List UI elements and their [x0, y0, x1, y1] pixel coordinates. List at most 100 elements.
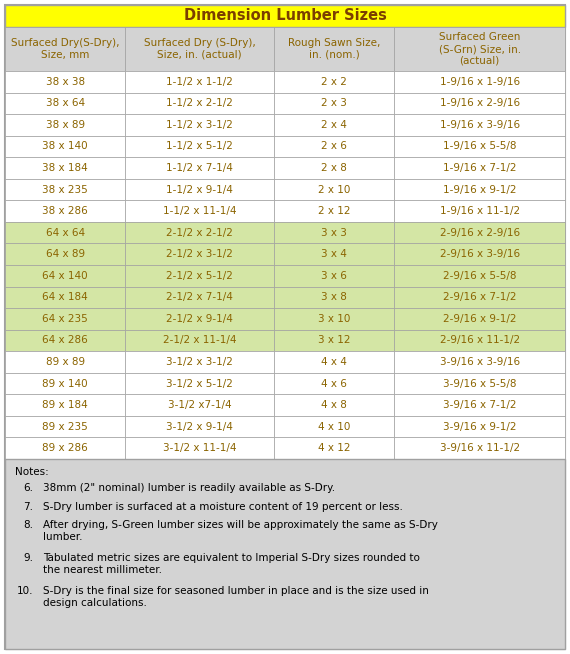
Text: 64 x 89: 64 x 89 [46, 249, 85, 259]
Bar [125, 330, 274, 351]
Bar [394, 394, 565, 416]
Text: 3-1/2 x 3-1/2: 3-1/2 x 3-1/2 [166, 357, 233, 367]
Bar [394, 243, 565, 265]
Text: 2-1/2 x 11-1/4: 2-1/2 x 11-1/4 [163, 336, 237, 345]
Text: 38 x 38: 38 x 38 [46, 77, 85, 87]
Bar [125, 157, 274, 179]
Bar [274, 243, 394, 265]
Bar [274, 114, 394, 135]
Bar [394, 27, 565, 71]
Bar [125, 351, 274, 373]
Bar [5, 438, 125, 459]
Text: Surfaced Dry (S-Dry),
Size, in. (actual): Surfaced Dry (S-Dry), Size, in. (actual) [144, 38, 255, 60]
Bar [274, 157, 394, 179]
Bar [125, 179, 274, 200]
Text: 2 x 10: 2 x 10 [318, 184, 350, 194]
Text: 2 x 12: 2 x 12 [317, 206, 350, 216]
Text: 3 x 8: 3 x 8 [321, 292, 347, 302]
Bar [5, 373, 125, 394]
Text: 3-9/16 x 7-1/2: 3-9/16 x 7-1/2 [443, 400, 516, 410]
Text: 3 x 6: 3 x 6 [321, 271, 347, 281]
Bar [274, 416, 394, 438]
Bar [125, 71, 274, 93]
Bar [5, 394, 125, 416]
Bar [5, 265, 125, 286]
Bar [274, 308, 394, 330]
Bar [125, 27, 274, 71]
Text: 1-1/2 x 1-1/2: 1-1/2 x 1-1/2 [166, 77, 233, 87]
Text: 38mm (2" nominal) lumber is readily available as S-Dry.: 38mm (2" nominal) lumber is readily avai… [43, 483, 335, 494]
Text: Surfaced Green
(S-Grn) Size, in.
(actual): Surfaced Green (S-Grn) Size, in. (actual… [438, 33, 520, 65]
Text: 89 x 140: 89 x 140 [42, 379, 88, 388]
Text: 1-1/2 x 2-1/2: 1-1/2 x 2-1/2 [166, 98, 233, 109]
Bar [394, 200, 565, 222]
Text: 3 x 10: 3 x 10 [318, 314, 350, 324]
Text: 89 x 235: 89 x 235 [42, 422, 88, 432]
Bar [274, 286, 394, 308]
Text: 64 x 64: 64 x 64 [46, 228, 85, 237]
Bar [5, 71, 125, 93]
Text: 3-9/16 x 9-1/2: 3-9/16 x 9-1/2 [443, 422, 516, 432]
Bar [125, 200, 274, 222]
Text: 1-1/2 x 5-1/2: 1-1/2 x 5-1/2 [166, 141, 233, 152]
Text: 38 x 184: 38 x 184 [42, 163, 88, 173]
Text: After drying, S-Green lumber sizes will be approximately the same as S-Dry
lumbe: After drying, S-Green lumber sizes will … [43, 521, 438, 542]
Text: 38 x 235: 38 x 235 [42, 184, 88, 194]
Bar [274, 135, 394, 157]
Text: 3-1/2 x 5-1/2: 3-1/2 x 5-1/2 [166, 379, 233, 388]
Bar [5, 27, 125, 71]
Text: 64 x 140: 64 x 140 [42, 271, 88, 281]
Text: Dimension Lumber Sizes: Dimension Lumber Sizes [184, 9, 386, 24]
Text: Rough Sawn Size,
in. (nom.): Rough Sawn Size, in. (nom.) [288, 38, 380, 60]
Text: 2-1/2 x 7-1/4: 2-1/2 x 7-1/4 [166, 292, 233, 302]
Bar [5, 222, 125, 243]
Text: S-Dry is the final size for seasoned lumber in place and is the size used in
des: S-Dry is the final size for seasoned lum… [43, 587, 429, 608]
Bar [125, 114, 274, 135]
Bar [394, 114, 565, 135]
Bar [274, 438, 394, 459]
Text: 2-1/2 x 2-1/2: 2-1/2 x 2-1/2 [166, 228, 233, 237]
Text: 1-9/16 x 3-9/16: 1-9/16 x 3-9/16 [439, 120, 520, 130]
Text: 2-9/16 x 3-9/16: 2-9/16 x 3-9/16 [439, 249, 520, 259]
Bar [394, 308, 565, 330]
Text: 2-9/16 x 7-1/2: 2-9/16 x 7-1/2 [443, 292, 516, 302]
Text: 2-9/16 x 11-1/2: 2-9/16 x 11-1/2 [439, 336, 520, 345]
Bar [5, 330, 125, 351]
Bar [5, 179, 125, 200]
Text: 3-9/16 x 11-1/2: 3-9/16 x 11-1/2 [439, 443, 520, 453]
Bar [5, 93, 125, 114]
Bar [394, 330, 565, 351]
Bar [394, 222, 565, 243]
Text: 6.: 6. [23, 483, 33, 494]
Bar [274, 222, 394, 243]
Text: 1-9/16 x 2-9/16: 1-9/16 x 2-9/16 [439, 98, 520, 109]
Bar [5, 351, 125, 373]
Bar [274, 93, 394, 114]
Bar [125, 135, 274, 157]
Bar [394, 438, 565, 459]
Text: 89 x 89: 89 x 89 [46, 357, 85, 367]
Text: 4 x 10: 4 x 10 [318, 422, 350, 432]
Text: 4 x 8: 4 x 8 [321, 400, 347, 410]
Text: 2-1/2 x 9-1/4: 2-1/2 x 9-1/4 [166, 314, 233, 324]
Bar [125, 93, 274, 114]
Text: Notes:: Notes: [15, 467, 49, 477]
Text: 64 x 235: 64 x 235 [42, 314, 88, 324]
Bar [394, 93, 565, 114]
Text: 2-1/2 x 3-1/2: 2-1/2 x 3-1/2 [166, 249, 233, 259]
Text: S-Dry lumber is surfaced at a moisture content of 19 percent or less.: S-Dry lumber is surfaced at a moisture c… [43, 502, 403, 512]
Text: 3-1/2 x7-1/4: 3-1/2 x7-1/4 [168, 400, 231, 410]
Text: 64 x 184: 64 x 184 [42, 292, 88, 302]
Bar [125, 243, 274, 265]
Text: 10.: 10. [17, 587, 33, 596]
Text: 89 x 286: 89 x 286 [42, 443, 88, 453]
Bar [5, 114, 125, 135]
Text: 2 x 4: 2 x 4 [321, 120, 347, 130]
Text: 1-1/2 x 7-1/4: 1-1/2 x 7-1/4 [166, 163, 233, 173]
Bar [394, 416, 565, 438]
Bar [394, 71, 565, 93]
Bar [274, 373, 394, 394]
Bar [394, 265, 565, 286]
Bar [5, 286, 125, 308]
Bar [5, 5, 565, 27]
